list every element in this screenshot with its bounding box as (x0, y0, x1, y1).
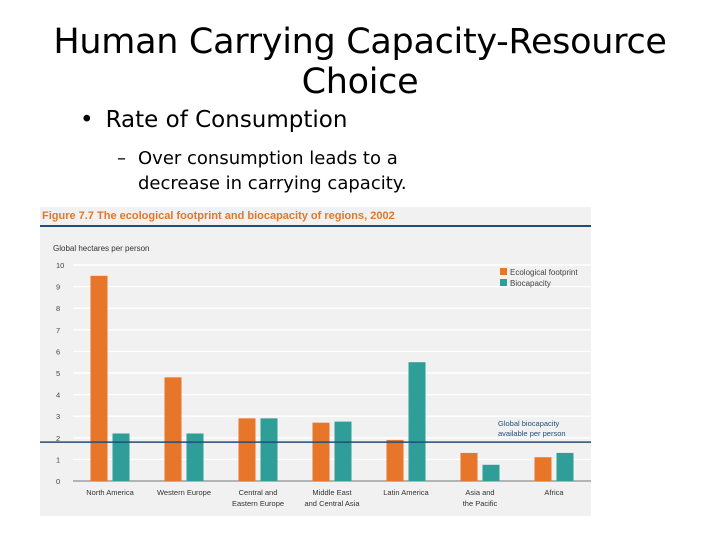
y-tick-label: 7 (56, 326, 60, 335)
x-category-label: Eastern Europe (232, 499, 284, 508)
x-category-label: Africa (544, 488, 564, 497)
y-tick-label: 9 (56, 283, 60, 292)
bar-biocapacity (482, 464, 500, 481)
x-category-label: North America (86, 488, 134, 497)
bar-ecological-footprint (312, 422, 330, 481)
y-tick-label: 5 (56, 369, 60, 378)
legend-swatch (500, 279, 507, 286)
bar-ecological-footprint (460, 452, 478, 481)
bar-ecological-footprint (164, 377, 182, 481)
bar-biocapacity (408, 362, 426, 481)
y-tick-label: 10 (56, 261, 64, 270)
legend-label: Biocapacity (510, 279, 551, 288)
reference-line-label: Global biocapacity (498, 419, 560, 428)
bar-biocapacity (334, 421, 352, 481)
x-category-label: Central and (239, 488, 278, 497)
sub-bullet-overconsumption: – Over consumption leads to a decrease i… (117, 146, 447, 196)
chart-title: Figure 7.7 The ecological footprint and … (40, 207, 591, 227)
bar-ecological-footprint (534, 457, 552, 481)
bullet-dot: • (80, 107, 94, 133)
y-tick-label: 0 (56, 477, 60, 486)
y-tick-label: 8 (56, 304, 60, 313)
legend-swatch (500, 268, 507, 275)
legend-label: Ecological footprint (510, 268, 578, 277)
y-tick-label: 1 (56, 455, 60, 464)
reference-line-label: available per person (498, 429, 566, 438)
y-tick-label: 3 (56, 412, 60, 421)
x-category-label: Middle East (312, 488, 352, 497)
bullet-rate-of-consumption: • Rate of Consumption (80, 107, 347, 133)
bar-ecological-footprint (386, 439, 404, 481)
sub-bullet-text: Over consumption leads to a decrease in … (138, 148, 407, 194)
sub-bullet-dash: – (117, 148, 126, 169)
y-tick-label: 2 (56, 434, 60, 443)
x-category-label: Asia and (465, 488, 494, 497)
bar-biocapacity (112, 433, 130, 481)
y-axis-label: Global hectares per person (53, 244, 150, 253)
bar-biocapacity (186, 433, 204, 481)
bar-biocapacity (260, 418, 278, 481)
bar-biocapacity (556, 452, 574, 481)
x-category-label: and Central Asia (304, 499, 360, 508)
bar-ecological-footprint (90, 275, 108, 481)
x-category-label: the Pacific (463, 499, 498, 508)
bar-ecological-footprint (238, 418, 256, 481)
y-tick-label: 6 (56, 347, 60, 356)
x-category-label: Western Europe (157, 488, 211, 497)
y-tick-label: 4 (56, 391, 60, 400)
x-category-label: Latin America (383, 488, 429, 497)
bullet-text: Rate of Consumption (105, 107, 348, 133)
slide-title: Human Carrying Capacity-Resource Choice (53, 22, 667, 102)
